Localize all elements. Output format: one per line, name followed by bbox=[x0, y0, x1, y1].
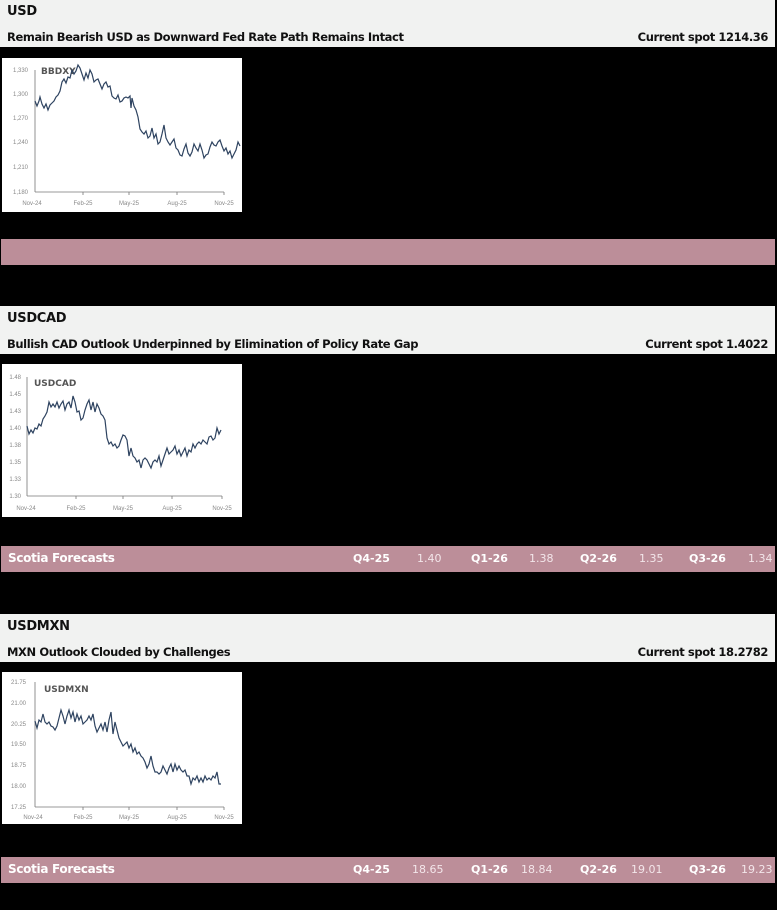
forecast-quarter: Q1-26 bbox=[471, 552, 508, 565]
svg-text:Nov-25: Nov-25 bbox=[212, 506, 232, 512]
svg-text:18.00: 18.00 bbox=[11, 784, 27, 790]
svg-text:Nov-24: Nov-24 bbox=[23, 815, 43, 821]
svg-text:Feb-25: Feb-25 bbox=[73, 201, 93, 207]
usdcad-forecast-bar: Scotia Forecasts Q4-25 1.40 Q1-26 1.38 Q… bbox=[1, 546, 775, 572]
bbdxy-line-chart: 1,330 1,300 1,270 1,240 1,210 1,180 Nov-… bbox=[13, 63, 241, 207]
svg-text:May-25: May-25 bbox=[119, 201, 140, 207]
svg-text:1.43: 1.43 bbox=[9, 409, 21, 415]
section-headline: Remain Bearish USD as Downward Fed Rate … bbox=[7, 30, 404, 44]
forecast-quarter: Q2-26 bbox=[580, 552, 617, 565]
usdcad-line-chart: 1.48 1.45 1.43 1.40 1.38 1.35 1.33 1.30 … bbox=[9, 375, 232, 512]
svg-text:1,330: 1,330 bbox=[13, 68, 29, 74]
svg-text:Aug-25: Aug-25 bbox=[167, 815, 187, 821]
svg-text:1,300: 1,300 bbox=[13, 92, 29, 98]
forecast-label: Scotia Forecasts bbox=[8, 551, 115, 565]
svg-text:Aug-25: Aug-25 bbox=[162, 506, 182, 512]
forecast-value: 1.35 bbox=[639, 552, 664, 565]
usdcad-chart: 1.48 1.45 1.43 1.40 1.38 1.35 1.33 1.30 … bbox=[2, 364, 242, 517]
forecast-quarter: Q1-26 bbox=[471, 863, 508, 876]
svg-text:Nov-25: Nov-25 bbox=[214, 201, 234, 207]
forecast-quarter: Q2-26 bbox=[580, 863, 617, 876]
chart-title: BBDXY bbox=[41, 67, 76, 77]
usd-chart: 1,330 1,300 1,270 1,240 1,210 1,180 Nov-… bbox=[2, 58, 242, 212]
forecast-quarter: Q4-25 bbox=[353, 552, 390, 565]
svg-text:1,270: 1,270 bbox=[13, 116, 29, 122]
usdmxn-line-chart: 21.75 21.00 20.25 19.50 18.75 18.00 17.2… bbox=[11, 680, 234, 821]
svg-text:19.50: 19.50 bbox=[11, 742, 27, 748]
svg-text:Feb-25: Feb-25 bbox=[73, 815, 93, 821]
svg-text:Aug-25: Aug-25 bbox=[167, 201, 187, 207]
usdcad-header: USDCAD Bullish CAD Outlook Underpinned b… bbox=[0, 306, 775, 354]
current-spot: Current spot 1214.36 bbox=[637, 30, 769, 44]
section-code: USDMXN bbox=[7, 619, 70, 634]
svg-text:Nov-25: Nov-25 bbox=[214, 815, 234, 821]
forecast-value: 19.23 bbox=[741, 863, 773, 876]
forecast-value: 18.84 bbox=[521, 863, 553, 876]
section-code: USD bbox=[7, 4, 37, 19]
svg-text:1.38: 1.38 bbox=[9, 443, 21, 449]
forecast-quarter: Q4-25 bbox=[353, 863, 390, 876]
section-headline: Bullish CAD Outlook Underpinned by Elimi… bbox=[7, 337, 419, 351]
svg-text:Nov-24: Nov-24 bbox=[16, 506, 36, 512]
usdmxn-forecast-bar: Scotia Forecasts Q4-25 18.65 Q1-26 18.84… bbox=[1, 857, 775, 883]
section-headline: MXN Outlook Clouded by Challenges bbox=[7, 645, 231, 659]
svg-text:1.40: 1.40 bbox=[9, 426, 21, 432]
svg-text:18.75: 18.75 bbox=[11, 763, 27, 769]
svg-text:Nov-24: Nov-24 bbox=[22, 201, 42, 207]
forecast-quarter: Q3-26 bbox=[689, 552, 726, 565]
svg-text:1.48: 1.48 bbox=[9, 375, 21, 381]
forecast-value: 1.40 bbox=[417, 552, 442, 565]
svg-text:1,180: 1,180 bbox=[13, 190, 29, 196]
current-spot: Current spot 18.2782 bbox=[637, 645, 769, 659]
section-code: USDCAD bbox=[7, 311, 67, 326]
forecast-label: Scotia Forecasts bbox=[8, 862, 115, 876]
current-spot: Current spot 1.4022 bbox=[645, 337, 768, 351]
svg-text:May-25: May-25 bbox=[119, 815, 140, 821]
svg-text:1.30: 1.30 bbox=[9, 494, 21, 500]
svg-text:1.33: 1.33 bbox=[9, 477, 21, 483]
usd-forecast-bar bbox=[1, 239, 775, 265]
svg-text:1.35: 1.35 bbox=[9, 460, 21, 466]
chart-title: USDMXN bbox=[44, 685, 89, 695]
svg-text:May-25: May-25 bbox=[113, 506, 134, 512]
usdmxn-chart: 21.75 21.00 20.25 19.50 18.75 18.00 17.2… bbox=[2, 672, 242, 824]
forecast-quarter: Q3-26 bbox=[689, 863, 726, 876]
svg-text:1.45: 1.45 bbox=[9, 392, 21, 398]
svg-text:1,210: 1,210 bbox=[13, 165, 29, 171]
svg-text:Feb-25: Feb-25 bbox=[66, 506, 86, 512]
forecast-value: 1.38 bbox=[529, 552, 554, 565]
usdmxn-header: USDMXN MXN Outlook Clouded by Challenges… bbox=[0, 614, 775, 662]
svg-text:1,240: 1,240 bbox=[13, 140, 29, 146]
svg-text:17.25: 17.25 bbox=[11, 805, 27, 811]
svg-text:21.75: 21.75 bbox=[11, 680, 27, 686]
chart-title: USDCAD bbox=[34, 379, 76, 389]
usd-header: USD Remain Bearish USD as Downward Fed R… bbox=[0, 0, 775, 47]
forecast-value: 18.65 bbox=[412, 863, 444, 876]
forecast-value: 19.01 bbox=[631, 863, 663, 876]
svg-text:21.00: 21.00 bbox=[11, 701, 27, 707]
svg-text:20.25: 20.25 bbox=[11, 722, 27, 728]
forecast-value: 1.34 bbox=[748, 552, 773, 565]
